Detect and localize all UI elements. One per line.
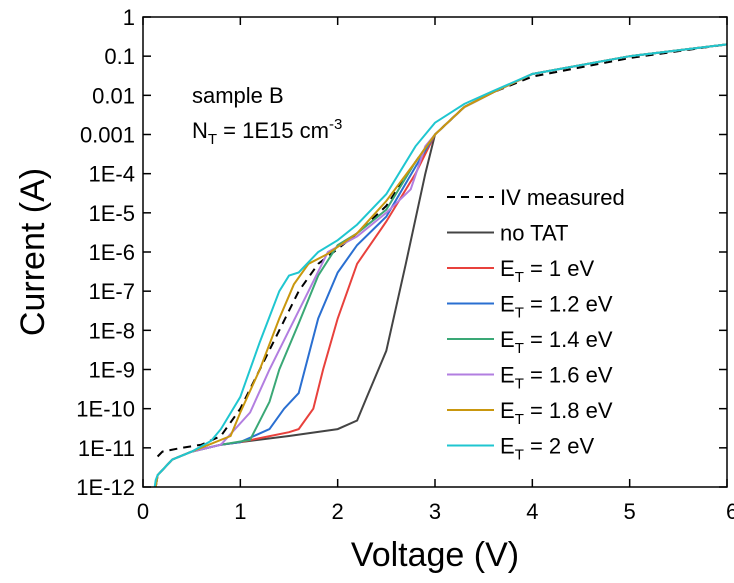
y-tick-label: 1E-11	[78, 436, 135, 461]
annotation: sample B	[192, 83, 284, 108]
x-tick-label: 2	[332, 499, 344, 524]
series-line	[154, 43, 727, 487]
series-line	[154, 43, 727, 487]
y-axis-label: Current (A)	[14, 168, 52, 336]
series-line	[154, 43, 727, 487]
legend-label: IV measured	[500, 185, 625, 210]
x-tick-label: 5	[624, 499, 636, 524]
y-tick-label: 0.01	[92, 83, 135, 108]
x-tick-label: 0	[137, 499, 149, 524]
x-tick-label: 4	[526, 499, 538, 524]
x-tick-label: 1	[234, 499, 246, 524]
annotation: NT = 1E15 cm-3	[192, 116, 342, 148]
series-line	[153, 43, 727, 487]
legend-label: ET = 1 eV	[500, 256, 595, 286]
series-line	[154, 43, 727, 487]
y-tick-label: 1E-4	[89, 162, 135, 187]
y-tick-label: 1E-9	[89, 358, 135, 383]
legend-label: ET = 1.6 eV	[500, 363, 613, 393]
y-tick-label: 1E-10	[76, 397, 135, 422]
y-tick-label: 1E-12	[76, 475, 135, 500]
y-tick-label: 0.1	[104, 44, 135, 69]
x-tick-label: 3	[429, 499, 441, 524]
legend-label: ET = 2 eV	[500, 434, 595, 464]
y-tick-label: 0.001	[80, 123, 135, 148]
series-line	[154, 43, 727, 487]
legend-label: ET = 1.4 eV	[500, 327, 613, 357]
legend-label: ET = 1.2 eV	[500, 292, 613, 322]
y-tick-label: 1E-5	[89, 201, 135, 226]
plot-frame	[142, 16, 728, 488]
y-tick-label: 1	[123, 5, 135, 30]
legend-label: ET = 1.8 eV	[500, 398, 613, 428]
legend-label: no TAT	[500, 221, 568, 246]
y-tick-label: 1E-8	[89, 318, 135, 343]
x-tick-label: 6	[726, 499, 734, 524]
x-axis-label: Voltage (V)	[351, 536, 519, 574]
y-tick-label: 1E-7	[89, 279, 135, 304]
y-tick-label: 1E-6	[89, 240, 135, 265]
series-line	[154, 43, 727, 487]
